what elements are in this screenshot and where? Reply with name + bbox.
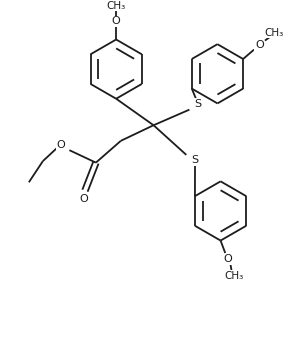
Text: O: O (112, 17, 120, 27)
Text: CH₃: CH₃ (106, 1, 126, 11)
Text: O: O (79, 195, 88, 205)
Text: O: O (255, 40, 264, 50)
Text: S: S (195, 99, 202, 109)
Text: CH₃: CH₃ (224, 271, 243, 281)
Text: O: O (223, 254, 232, 264)
Text: CH₃: CH₃ (265, 28, 284, 38)
Text: S: S (192, 156, 199, 166)
Text: O: O (56, 140, 65, 150)
